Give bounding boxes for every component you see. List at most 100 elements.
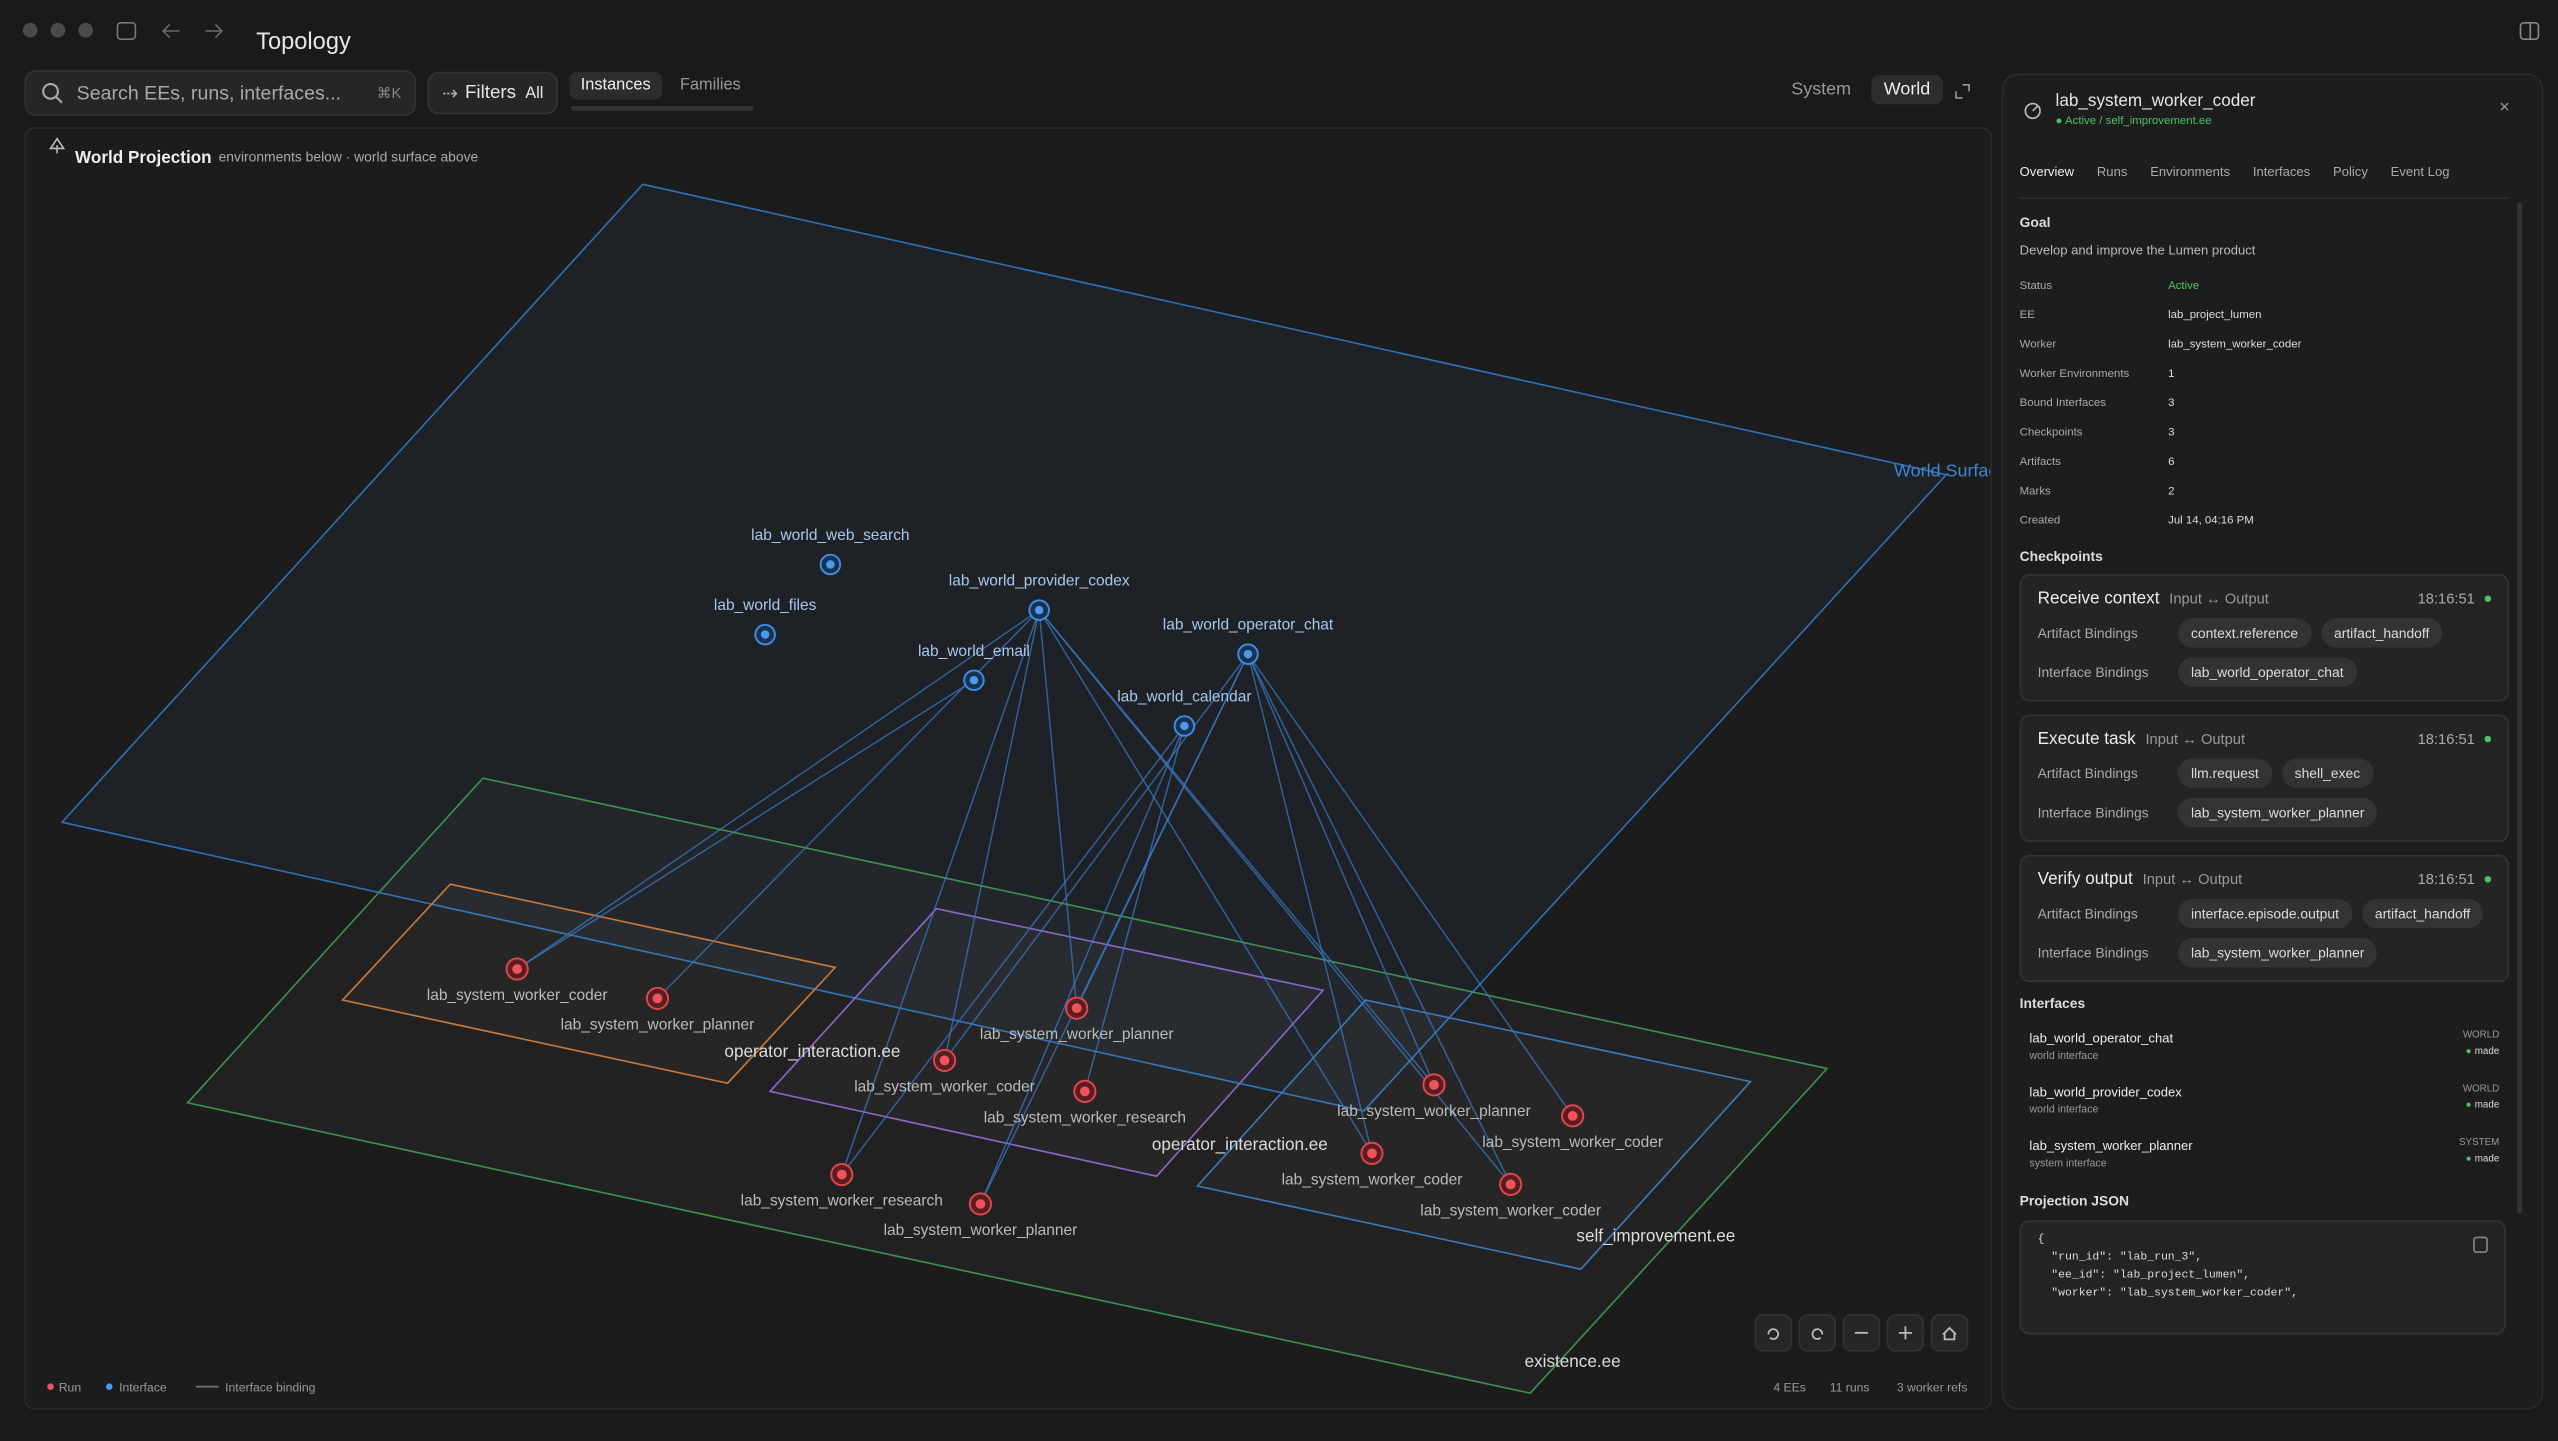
zoom-button[interactable] (78, 22, 93, 38)
run-label: lab_system_worker_planner (561, 1016, 755, 1033)
interface-binding (1038, 609, 1373, 1154)
interface-node[interactable] (969, 676, 979, 685)
canvas-control[interactable] (1930, 1314, 1969, 1352)
minimize-button[interactable] (50, 22, 66, 38)
chip: shell_exec (2281, 758, 2374, 788)
tab[interactable]: Instances (569, 71, 663, 100)
close-button[interactable] (22, 22, 38, 38)
json-block: { "run_id": "lab_run_3", "ee_id": "lab_p… (2019, 1220, 2506, 1335)
stat-label: 3 worker refs (1897, 1381, 1968, 1395)
interface-binding (1247, 654, 1373, 1154)
run-node[interactable] (1079, 1086, 1090, 1097)
interface-binding (841, 609, 1040, 1175)
artifact-bindings: Artifact Bindings interface.episode.outpu… (2038, 898, 2492, 929)
interface-node[interactable] (1034, 605, 1044, 615)
canvas-control[interactable] (1798, 1314, 1837, 1352)
interface-node[interactable] (826, 560, 835, 569)
checkpoint-name: Receive context (2037, 588, 2160, 609)
interface-node[interactable] (760, 630, 770, 639)
environment-label: operator_interaction.ee (1152, 1135, 1328, 1154)
legend-label: Interface (119, 1381, 167, 1395)
search-box[interactable]: Search EEs, runs, interfaces... ⌘K (24, 70, 417, 116)
panel-tab[interactable]: Interfaces (2252, 164, 2311, 180)
interface-main: lab_system_worker_planner system interfac… (2029, 1139, 2192, 1170)
run-node[interactable] (836, 1169, 847, 1180)
run-node[interactable] (1071, 1003, 1082, 1014)
checkpoint-card: Receive context Input ↔ Output 18:16:51 Art… (2019, 574, 2510, 702)
panel-tab[interactable]: Policy (2333, 164, 2368, 180)
row-label: Artifact Bindings (2037, 624, 2138, 642)
environment-label: operator_interaction.ee (724, 1042, 900, 1061)
run-node[interactable] (939, 1055, 950, 1066)
interface-state: ● made (2459, 1155, 2500, 1165)
checkpoint-name: Verify output (2037, 869, 2133, 890)
filters-button[interactable]: ⇢ Filters All (427, 71, 558, 115)
interface-desc: system interface (2029, 1158, 2107, 1170)
checkpoint-header: Verify output Input ↔ Output 18:16:51 (2037, 869, 2492, 890)
run-node[interactable] (512, 964, 523, 974)
panel-tab[interactable]: Environments (2150, 164, 2231, 180)
tab[interactable]: Families (679, 76, 741, 95)
panel-close[interactable]: × (2499, 97, 2510, 118)
json-line: "run_id": "lab_run_3", (2037, 1251, 2203, 1265)
interface-label: lab_world_web_search (751, 527, 909, 544)
run-node[interactable] (1429, 1079, 1439, 1090)
interface-binding (841, 725, 1185, 1176)
interface-name: lab_world_provider_codex (2029, 1084, 2182, 1100)
run-label: lab_system_worker_coder (854, 1078, 1035, 1095)
artifact-bindings: Artifact Bindings context.reference artifa… (2037, 618, 2492, 648)
sidebar-toggle[interactable] (2519, 21, 2542, 42)
state-dot: ● (2465, 1101, 2472, 1111)
panel-title: lab_system_worker_coder (2055, 91, 2256, 111)
field-row: EE lab_project_lumen (2020, 300, 2509, 329)
view-option[interactable]: World (1870, 75, 1944, 105)
run-label: lab_system_worker_coder (1282, 1171, 1463, 1188)
interface-binding (516, 679, 975, 970)
canvas-control-icon[interactable] (1767, 1328, 1780, 1340)
tabs-divider (2019, 197, 2510, 200)
search-icon (42, 82, 63, 104)
expand-icon[interactable] (1953, 82, 1973, 102)
panel-tab[interactable]: Event Log (2390, 164, 2450, 180)
mode-toggle: System World (1778, 75, 1944, 105)
copy-button[interactable] (2473, 1236, 2488, 1253)
interface-meta: SYSTEM ● made (2459, 1139, 2499, 1170)
row-label: Interface Bindings (2037, 663, 2149, 681)
run-node[interactable] (975, 1199, 986, 1209)
run-node[interactable] (1367, 1148, 1377, 1159)
checkpoint-card: Verify output Input ↔ Output 18:16:51 Artif… (2019, 854, 2510, 983)
run-node[interactable] (1567, 1110, 1578, 1121)
run-node[interactable] (652, 993, 663, 1004)
interface-node[interactable] (1180, 721, 1189, 731)
interface-item: lab_world_provider_codex world interface W… (2020, 1085, 2509, 1116)
legend-label: Interface binding (225, 1381, 316, 1395)
canvas-control-icon[interactable] (1898, 1326, 1912, 1340)
chip: lab_system_worker_planner (2177, 797, 2378, 828)
run-node[interactable] (1505, 1179, 1516, 1190)
field-label: EE (2019, 309, 2035, 321)
panel-tab[interactable]: Runs (2096, 164, 2128, 180)
interfaces-heading: Interfaces (2019, 995, 2086, 1012)
canvas-frame: World Projection environments below · wo… (24, 127, 1992, 1410)
environment-label: existence.ee (1525, 1352, 1621, 1371)
status-dot (2484, 876, 2492, 883)
canvas-control-icon[interactable] (1942, 1326, 1957, 1341)
canvas-control-icon[interactable] (1811, 1328, 1824, 1340)
checkpoint-time: 18:16:51 (2417, 871, 2475, 888)
projection-icon (49, 137, 66, 154)
interface-main: lab_world_operator_chat world interface (2029, 1031, 2173, 1062)
interface-node[interactable] (1243, 649, 1253, 659)
filters-label: Filters (464, 83, 517, 103)
field-row: Worker lab_system_worker_coder (2020, 330, 2509, 359)
nav-icons[interactable] (114, 20, 228, 46)
interface-label: lab_world_provider_codex (949, 573, 1130, 590)
panel-tab[interactable]: Overview (2019, 164, 2075, 180)
panel-status-text: Active / self_improvement.ee (2064, 115, 2212, 128)
canvas-control[interactable] (1754, 1314, 1793, 1352)
field-row: Checkpoints 3 (2020, 418, 2509, 447)
field-label: Checkpoints (2019, 426, 2083, 439)
view-option[interactable]: System (1791, 79, 1852, 100)
interface-desc: world interface (2029, 1104, 2099, 1116)
chip: lab_world_operator_chat (2177, 657, 2357, 687)
